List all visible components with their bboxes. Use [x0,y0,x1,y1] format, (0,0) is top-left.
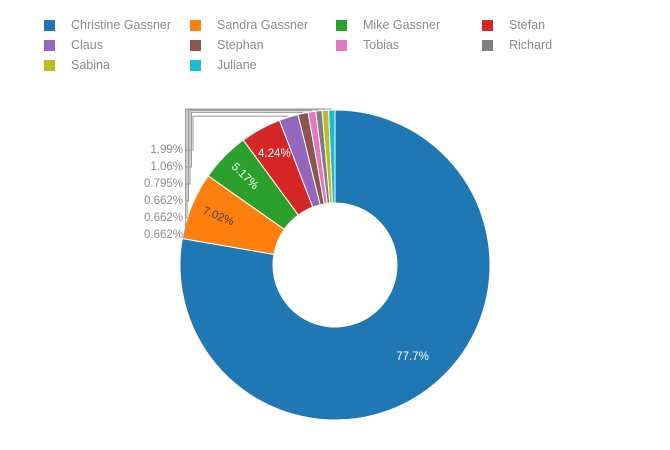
legend-label: Claus [71,38,103,52]
legend-label: Tobias [363,38,400,52]
slice-christine-gassner[interactable] [179,109,491,421]
legend-label: Christine Gassner [71,18,172,32]
legend: Christine Gassner Sandra Gassner Mike Ga… [44,18,602,72]
legend-label: Stephan [217,38,264,52]
slice-label-tobias: 0.795% [144,178,183,190]
legend-label: Richard [509,38,553,52]
leader-line-juliane [185,108,332,236]
legend-item[interactable]: Stephan [190,38,336,52]
legend-item[interactable]: Stefan [482,18,602,32]
legend-item[interactable]: Christine Gassner [44,18,190,32]
legend-label: Sandra Gassner [217,18,309,32]
legend-swatch [336,39,347,51]
legend-label: Mike Gassner [363,18,441,32]
legend-item[interactable]: Richard [482,38,602,52]
legend-swatch [482,19,493,31]
legend-swatch [190,39,201,51]
slice-label-christine-gassner: 77.7% [396,351,429,363]
legend-item[interactable]: Mike Gassner [336,18,482,32]
legend-label: Sabina [71,58,110,72]
legend-swatch [44,39,55,51]
slice-label-sabina: 0.662% [144,212,183,224]
slice-label-stefan: 4.24% [258,148,291,160]
legend-swatch [482,39,493,51]
legend-swatch [44,59,55,71]
legend-item[interactable]: Sabina [44,58,190,72]
legend-item[interactable]: Tobias [336,38,482,52]
slice-label-juliane: 0.662% [144,229,183,241]
legend-swatch [336,19,347,31]
slice-label-stephan: 1.06% [150,161,183,173]
slice-label-claus: 1.99% [150,144,183,156]
slice-label-richard: 0.662% [144,195,183,207]
legend-swatch [190,19,201,31]
legend-item[interactable]: Sandra Gassner [190,18,336,32]
legend-swatch [190,59,201,71]
legend-label: Stefan [509,18,546,32]
legend-label: Juliane [217,58,257,72]
slice-juliane[interactable] [328,109,336,204]
legend-item[interactable]: Juliane [190,58,336,72]
legend-item[interactable]: Claus [44,38,190,52]
legend-swatch [44,19,55,31]
